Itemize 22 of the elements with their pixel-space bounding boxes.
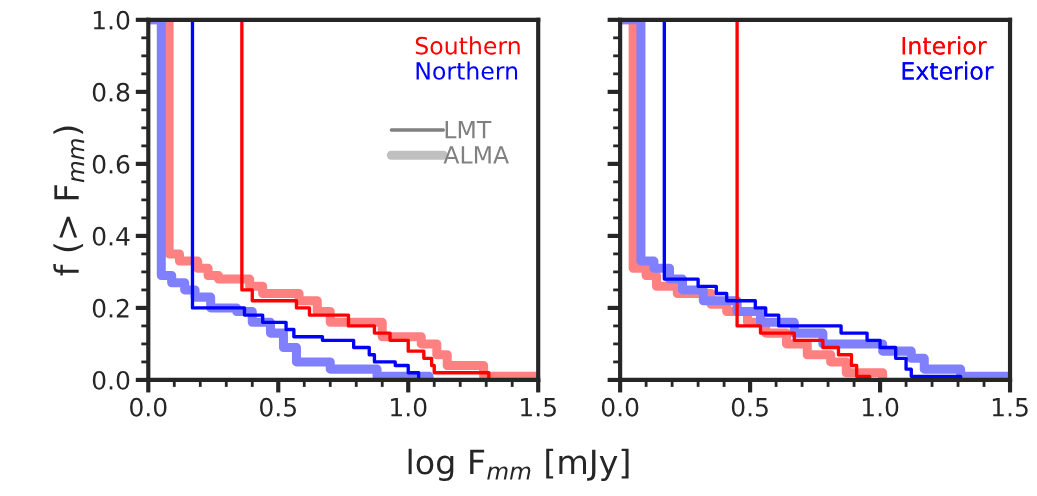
y-tick-label: 0.8: [92, 82, 130, 102]
x-tick-label: 0.0: [130, 397, 167, 417]
x-tick-label: 1.5: [521, 398, 556, 417]
annotation: ALMA: [443, 146, 509, 164]
text: Northern: [416, 61, 518, 80]
x-tick-label: 0.5: [731, 397, 768, 417]
x-axis-title: log F$_{mm}$ [mJy]: [408, 448, 629, 482]
y-tick-label: 0.4: [92, 226, 130, 246]
text: Southern: [415, 36, 520, 55]
x-tick-label: 0.0: [601, 397, 639, 417]
y-tick-label: 1.0: [93, 10, 130, 30]
y-tick-label: 0.6: [92, 154, 130, 174]
x-tick-label: 1.0: [862, 397, 899, 417]
y-tick-label: 0.0: [92, 370, 130, 390]
annotation: LMT: [445, 121, 492, 139]
x-tick-label: 1.5: [992, 398, 1028, 417]
x-tick-label: 1.0: [391, 397, 427, 417]
text: Interior: [902, 36, 987, 55]
text: Exterior: [902, 61, 994, 80]
x-tick-label: 0.5: [260, 397, 296, 417]
y-axis-title: f (> F$_{mm}$): [53, 126, 85, 276]
y-tick-label: 0.2: [92, 298, 129, 318]
